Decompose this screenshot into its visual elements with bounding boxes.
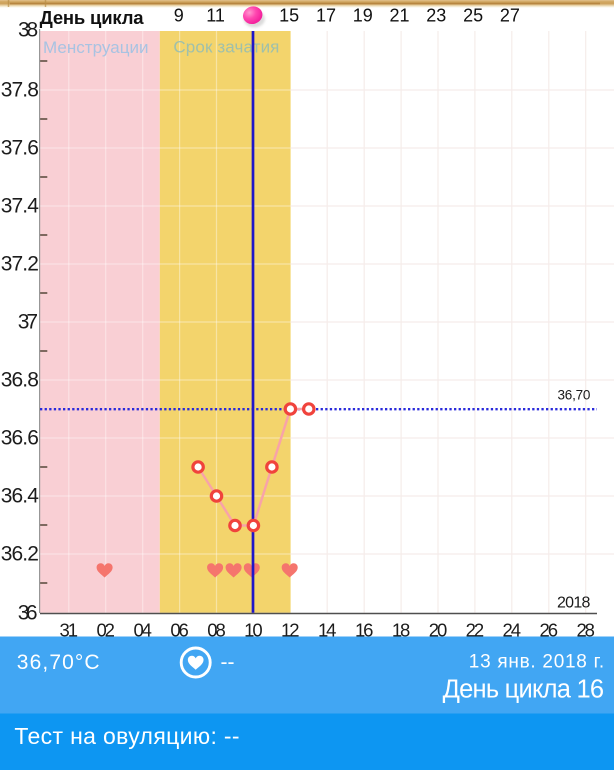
svg-text:Менструации: Менструации — [43, 38, 149, 57]
svg-text:11: 11 — [206, 6, 225, 26]
svg-text:2018: 2018 — [557, 595, 590, 612]
svg-text:36.4: 36.4 — [1, 485, 40, 508]
svg-text:23: 23 — [426, 6, 446, 26]
svg-text:26: 26 — [540, 619, 559, 640]
svg-text:13 янв. 2018 г.: 13 янв. 2018 г. — [469, 652, 604, 673]
svg-text:37.4: 37.4 — [1, 195, 40, 218]
svg-text:36.8: 36.8 — [1, 369, 39, 392]
svg-text:27: 27 — [500, 6, 520, 26]
svg-text:20: 20 — [429, 619, 448, 640]
svg-text:14: 14 — [318, 619, 337, 640]
svg-text:21: 21 — [389, 6, 409, 26]
svg-text:36,70°C: 36,70°C — [17, 651, 100, 674]
svg-text:25: 25 — [463, 6, 483, 26]
svg-text:36.2: 36.2 — [1, 543, 39, 566]
svg-text:02: 02 — [96, 619, 115, 640]
svg-text:День цикла: День цикла — [40, 7, 145, 28]
svg-text:37.6: 37.6 — [1, 137, 39, 160]
svg-text:37.8: 37.8 — [1, 79, 39, 102]
svg-text:31: 31 — [60, 619, 79, 640]
svg-text:28: 28 — [576, 619, 595, 640]
svg-text:36,70: 36,70 — [558, 388, 591, 403]
svg-text:17: 17 — [316, 6, 336, 26]
svg-text:Тест на овуляцию: --: Тест на овуляцию: -- — [14, 723, 239, 749]
svg-text:08: 08 — [207, 619, 226, 640]
svg-text:06: 06 — [170, 619, 189, 640]
svg-text:День цикла 16: День цикла 16 — [443, 675, 605, 703]
svg-text:38: 38 — [18, 19, 38, 42]
svg-text:16: 16 — [355, 619, 374, 640]
svg-text:10: 10 — [244, 619, 263, 640]
svg-text:--: -- — [221, 651, 235, 674]
svg-text:12: 12 — [281, 619, 300, 640]
svg-text:9: 9 — [174, 6, 184, 26]
svg-text:15: 15 — [279, 6, 299, 26]
svg-text:22: 22 — [466, 619, 485, 640]
svg-text:36.6: 36.6 — [1, 427, 39, 450]
svg-text:04: 04 — [133, 619, 152, 640]
svg-text:37: 37 — [18, 311, 38, 334]
svg-text:24: 24 — [503, 619, 522, 640]
svg-text:36: 36 — [18, 601, 38, 624]
svg-text:18: 18 — [392, 619, 411, 640]
svg-text:Срок зачатия: Срок зачатия — [173, 38, 279, 57]
svg-text:37.2: 37.2 — [1, 253, 39, 276]
svg-text:19: 19 — [353, 6, 373, 26]
